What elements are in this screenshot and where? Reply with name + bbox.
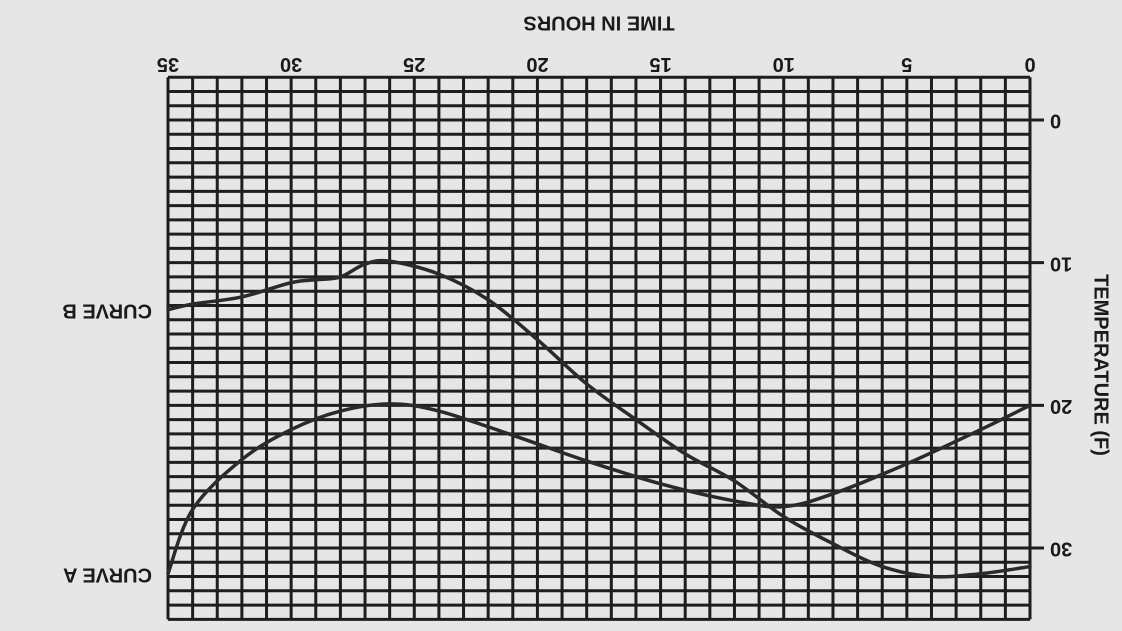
x-tick-label: 35 (157, 53, 179, 75)
y-tick-label: 20 (1050, 395, 1072, 417)
x-axis-title: TIME IN HOURS (523, 12, 674, 34)
y-tick-label: 10 (1050, 252, 1072, 274)
x-tick-label: 30 (280, 53, 302, 75)
x-tick-label: 10 (773, 53, 795, 75)
legend-label: CURVE A (63, 563, 152, 585)
y-tick-label: 0 (1050, 110, 1061, 132)
y-axis-title: TEMPERATURE (F) (1090, 274, 1112, 456)
x-tick-label: 20 (526, 53, 548, 75)
y-tick-label: 30 (1050, 538, 1072, 560)
x-tick-label: 5 (901, 53, 912, 75)
curve (166, 402, 1032, 576)
x-tick-label: 0 (1024, 53, 1035, 75)
x-tick-label: 25 (403, 53, 425, 75)
rotated-chart: TIME IN HOURS TEMPERATURE (F) 0 5 10 15 20 25… (62, 12, 1112, 621)
legend-label: CURVE B (62, 299, 152, 321)
x-tick-label: 15 (649, 53, 671, 75)
curve (166, 258, 1032, 579)
